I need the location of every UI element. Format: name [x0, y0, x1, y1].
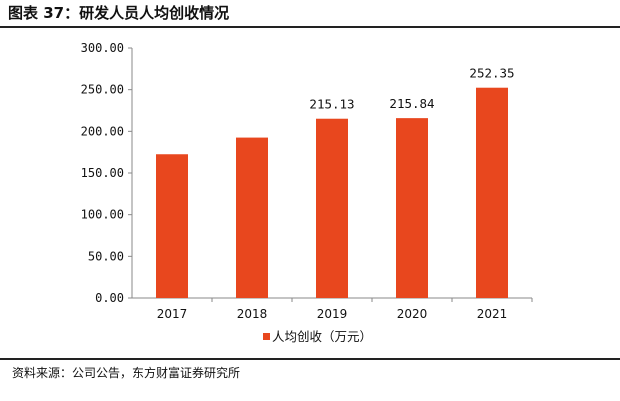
- y-tick-label: 250.00: [81, 83, 124, 97]
- x-tick-label: 2018: [237, 307, 268, 321]
- y-tick-label: 100.00: [81, 208, 124, 222]
- bar-2019: [316, 118, 348, 298]
- source-note: 资料来源：公司公告，东方财富证券研究所: [12, 366, 241, 380]
- chart-title: 图表 37：研发人员人均创收情况: [8, 4, 230, 22]
- x-tick-label: 2019: [317, 307, 348, 321]
- x-tick-label: 2020: [397, 307, 428, 321]
- data-label: 252.35: [469, 66, 514, 81]
- bar-2018: [236, 137, 268, 298]
- bar-2020: [396, 118, 428, 298]
- bar-chart: 0.00 50.00 100.00 150.00 200.00 250.00 300.00 2…: [81, 41, 533, 344]
- x-tick-label: 2017: [157, 307, 188, 321]
- legend-label: 人均创收（万元）: [272, 329, 372, 344]
- y-tick-label: 300.00: [81, 41, 124, 55]
- data-label: 215.13: [309, 97, 354, 112]
- bar-2021: [476, 87, 508, 298]
- y-tick-label: 150.00: [81, 166, 124, 180]
- bar-2017: [156, 154, 188, 298]
- y-tick-label: 50.00: [88, 249, 124, 263]
- top-divider: [0, 26, 620, 28]
- bottom-divider: [0, 358, 620, 360]
- y-tick-label: 0.00: [95, 291, 124, 305]
- y-tick-label: 200.00: [81, 124, 124, 138]
- data-label: 215.84: [389, 96, 434, 111]
- x-tick-label: 2021: [477, 307, 508, 321]
- legend-swatch: [263, 333, 270, 340]
